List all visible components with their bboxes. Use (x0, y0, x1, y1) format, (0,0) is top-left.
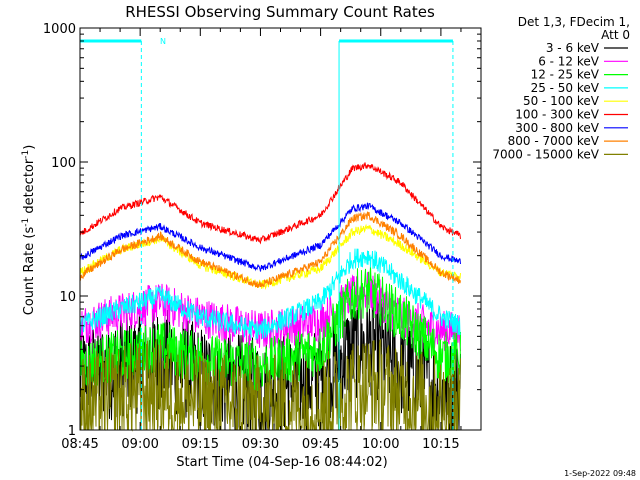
x-tick-label: 09:30 (242, 437, 279, 452)
series-line-9 (79, 339, 461, 432)
series-layer (79, 162, 461, 432)
legend-label: 7000 - 15000 keV (492, 147, 599, 161)
x-tick-label: 08:45 (61, 437, 98, 452)
legend-label: 100 - 300 keV (515, 108, 599, 122)
series-line-4 (79, 248, 461, 340)
x-axis-label: Start Time (04-Sep-16 08:44:02) (176, 455, 387, 470)
y-tick-label: 100 (51, 156, 76, 171)
marker-layer (80, 39, 454, 430)
x-tick-label: 09:15 (182, 437, 219, 452)
x-tick-label: 10:00 (362, 437, 399, 452)
y-tick-label: 1000 (43, 22, 76, 37)
legend-label: 800 - 7000 keV (508, 134, 600, 148)
series-line-6 (79, 162, 461, 245)
series-line-8 (79, 211, 461, 288)
legend-label: 25 - 50 keV (531, 81, 600, 95)
axis-layer: 08:45 09:00 09:15 09:30 09:45 10:00 10:15 1 10 10… (43, 22, 481, 452)
legend-label: 6 - 12 keV (538, 54, 600, 68)
legend-label: 50 - 100 keV (523, 94, 600, 108)
y-tick-label: 10 (59, 290, 76, 305)
series-line-7 (79, 202, 461, 272)
footer-timestamp: 1-Sep-2022 09:48 (564, 469, 636, 478)
y-tick-label: 1 (68, 424, 76, 439)
legend-header-line-2: Att 0 (601, 28, 630, 42)
chart-title: RHESSI Observing Summary Count Rates (125, 3, 435, 21)
y-axis-label: Count Rate (s-1 detector-1) (21, 145, 37, 316)
x-tick-label: 09:45 (302, 437, 339, 452)
legend-label: 3 - 6 keV (546, 41, 600, 55)
x-tick-label: 10:15 (422, 437, 459, 452)
x-tick-label: 09:00 (121, 437, 158, 452)
night-n-label: N (160, 37, 166, 46)
legend-label: 300 - 800 keV (515, 121, 599, 135)
series-line-3 (79, 265, 461, 392)
legend-header-line-1: Det 1,3, FDecim 1, (518, 15, 630, 29)
legend-label: 12 - 25 keV (531, 68, 600, 82)
